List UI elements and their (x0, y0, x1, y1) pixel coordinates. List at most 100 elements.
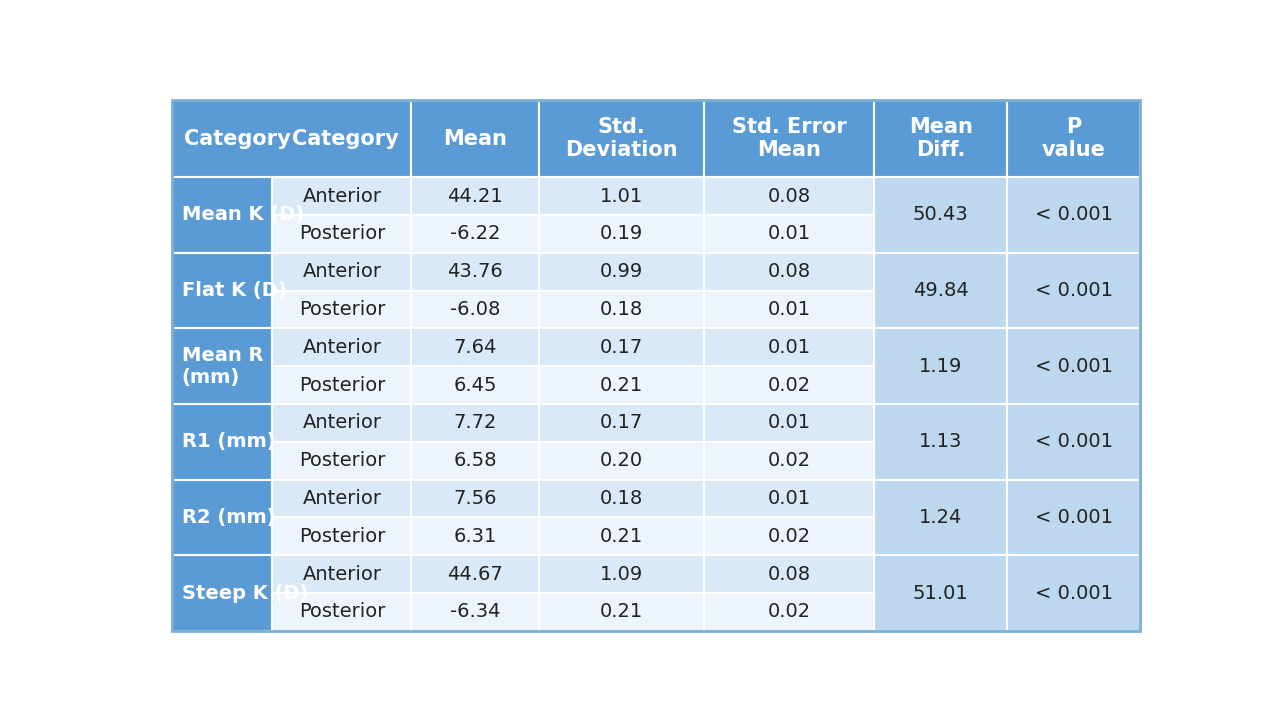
Bar (172, 177, 273, 253)
Bar (273, 177, 411, 215)
Bar (704, 177, 874, 215)
Text: 0.18: 0.18 (600, 489, 643, 508)
Bar (704, 215, 874, 253)
Bar (539, 518, 704, 555)
Bar (273, 442, 411, 480)
Text: 0.02: 0.02 (768, 603, 810, 621)
Text: Std. Error
Mean: Std. Error Mean (732, 117, 846, 161)
Bar (411, 100, 539, 177)
Text: 0.17: 0.17 (600, 338, 643, 357)
Text: Anterior: Anterior (302, 564, 381, 584)
Text: -6.08: -6.08 (451, 300, 500, 319)
Text: < 0.001: < 0.001 (1034, 281, 1112, 300)
Text: Mean: Mean (443, 129, 507, 149)
Bar (1007, 480, 1140, 555)
Text: 0.08: 0.08 (768, 186, 810, 206)
Text: 0.01: 0.01 (768, 225, 810, 243)
Text: 0.19: 0.19 (600, 225, 643, 243)
Text: 0.01: 0.01 (768, 338, 810, 357)
Bar (874, 100, 1007, 177)
Text: 0.21: 0.21 (600, 376, 643, 395)
Text: 7.64: 7.64 (453, 338, 497, 357)
Bar (411, 253, 539, 291)
Text: 49.84: 49.84 (913, 281, 969, 300)
Text: 1.01: 1.01 (600, 186, 643, 206)
Bar (539, 100, 704, 177)
Text: 6.45: 6.45 (453, 376, 497, 395)
Text: 0.21: 0.21 (600, 527, 643, 546)
Bar (539, 442, 704, 480)
Text: 0.20: 0.20 (600, 451, 643, 470)
Bar (411, 555, 539, 593)
Bar (172, 100, 411, 177)
Text: 1.09: 1.09 (600, 564, 643, 584)
Text: P
value: P value (1042, 117, 1106, 161)
Bar (411, 593, 539, 631)
Bar (539, 366, 704, 404)
Bar (411, 366, 539, 404)
Text: Anterior: Anterior (302, 413, 381, 433)
Bar (704, 366, 874, 404)
Text: 0.17: 0.17 (600, 413, 643, 433)
Bar (874, 555, 1007, 631)
Text: 0.01: 0.01 (768, 413, 810, 433)
Bar (411, 480, 539, 518)
Text: < 0.001: < 0.001 (1034, 432, 1112, 451)
Bar (411, 442, 539, 480)
Text: < 0.001: < 0.001 (1034, 356, 1112, 376)
Bar (874, 328, 1007, 404)
Text: Std.
Deviation: Std. Deviation (564, 117, 677, 161)
Text: Posterior: Posterior (298, 527, 385, 546)
Text: 0.21: 0.21 (600, 603, 643, 621)
Text: 1.13: 1.13 (919, 432, 963, 451)
Text: 51.01: 51.01 (913, 583, 969, 603)
Bar (704, 555, 874, 593)
Bar (1007, 253, 1140, 328)
Text: 1.24: 1.24 (919, 508, 963, 527)
Bar (704, 480, 874, 518)
Bar (704, 518, 874, 555)
Bar (411, 177, 539, 215)
Bar (273, 328, 411, 366)
Bar (539, 555, 704, 593)
Bar (704, 404, 874, 442)
Text: Flat K (D): Flat K (D) (182, 281, 287, 300)
Bar (539, 480, 704, 518)
Text: 0.02: 0.02 (768, 376, 810, 395)
Bar (539, 215, 704, 253)
Bar (539, 328, 704, 366)
Text: Anterior: Anterior (302, 489, 381, 508)
Bar (539, 291, 704, 328)
Text: 1.19: 1.19 (919, 356, 963, 376)
Bar (1007, 328, 1140, 404)
Bar (1007, 100, 1140, 177)
Bar (1007, 404, 1140, 480)
Bar (874, 404, 1007, 480)
Bar (539, 593, 704, 631)
Bar (539, 177, 704, 215)
Text: Category: Category (184, 129, 291, 149)
Bar (1007, 555, 1140, 631)
Bar (704, 442, 874, 480)
Text: 6.31: 6.31 (453, 527, 497, 546)
Bar (704, 253, 874, 291)
Text: 0.01: 0.01 (768, 489, 810, 508)
Bar (1007, 177, 1140, 253)
Text: R1 (mm): R1 (mm) (182, 432, 275, 451)
Text: 44.21: 44.21 (447, 186, 503, 206)
Bar (704, 328, 874, 366)
Text: < 0.001: < 0.001 (1034, 583, 1112, 603)
Bar (411, 291, 539, 328)
Text: Mean K (D): Mean K (D) (182, 205, 303, 225)
Bar (273, 555, 411, 593)
Bar (172, 480, 273, 555)
Text: Steep K (D): Steep K (D) (182, 583, 308, 603)
Text: 0.02: 0.02 (768, 451, 810, 470)
Bar (411, 518, 539, 555)
Text: Posterior: Posterior (298, 376, 385, 395)
Text: 0.99: 0.99 (600, 262, 643, 282)
Text: 0.01: 0.01 (768, 300, 810, 319)
Bar (539, 404, 704, 442)
Bar (411, 404, 539, 442)
Text: < 0.001: < 0.001 (1034, 508, 1112, 527)
